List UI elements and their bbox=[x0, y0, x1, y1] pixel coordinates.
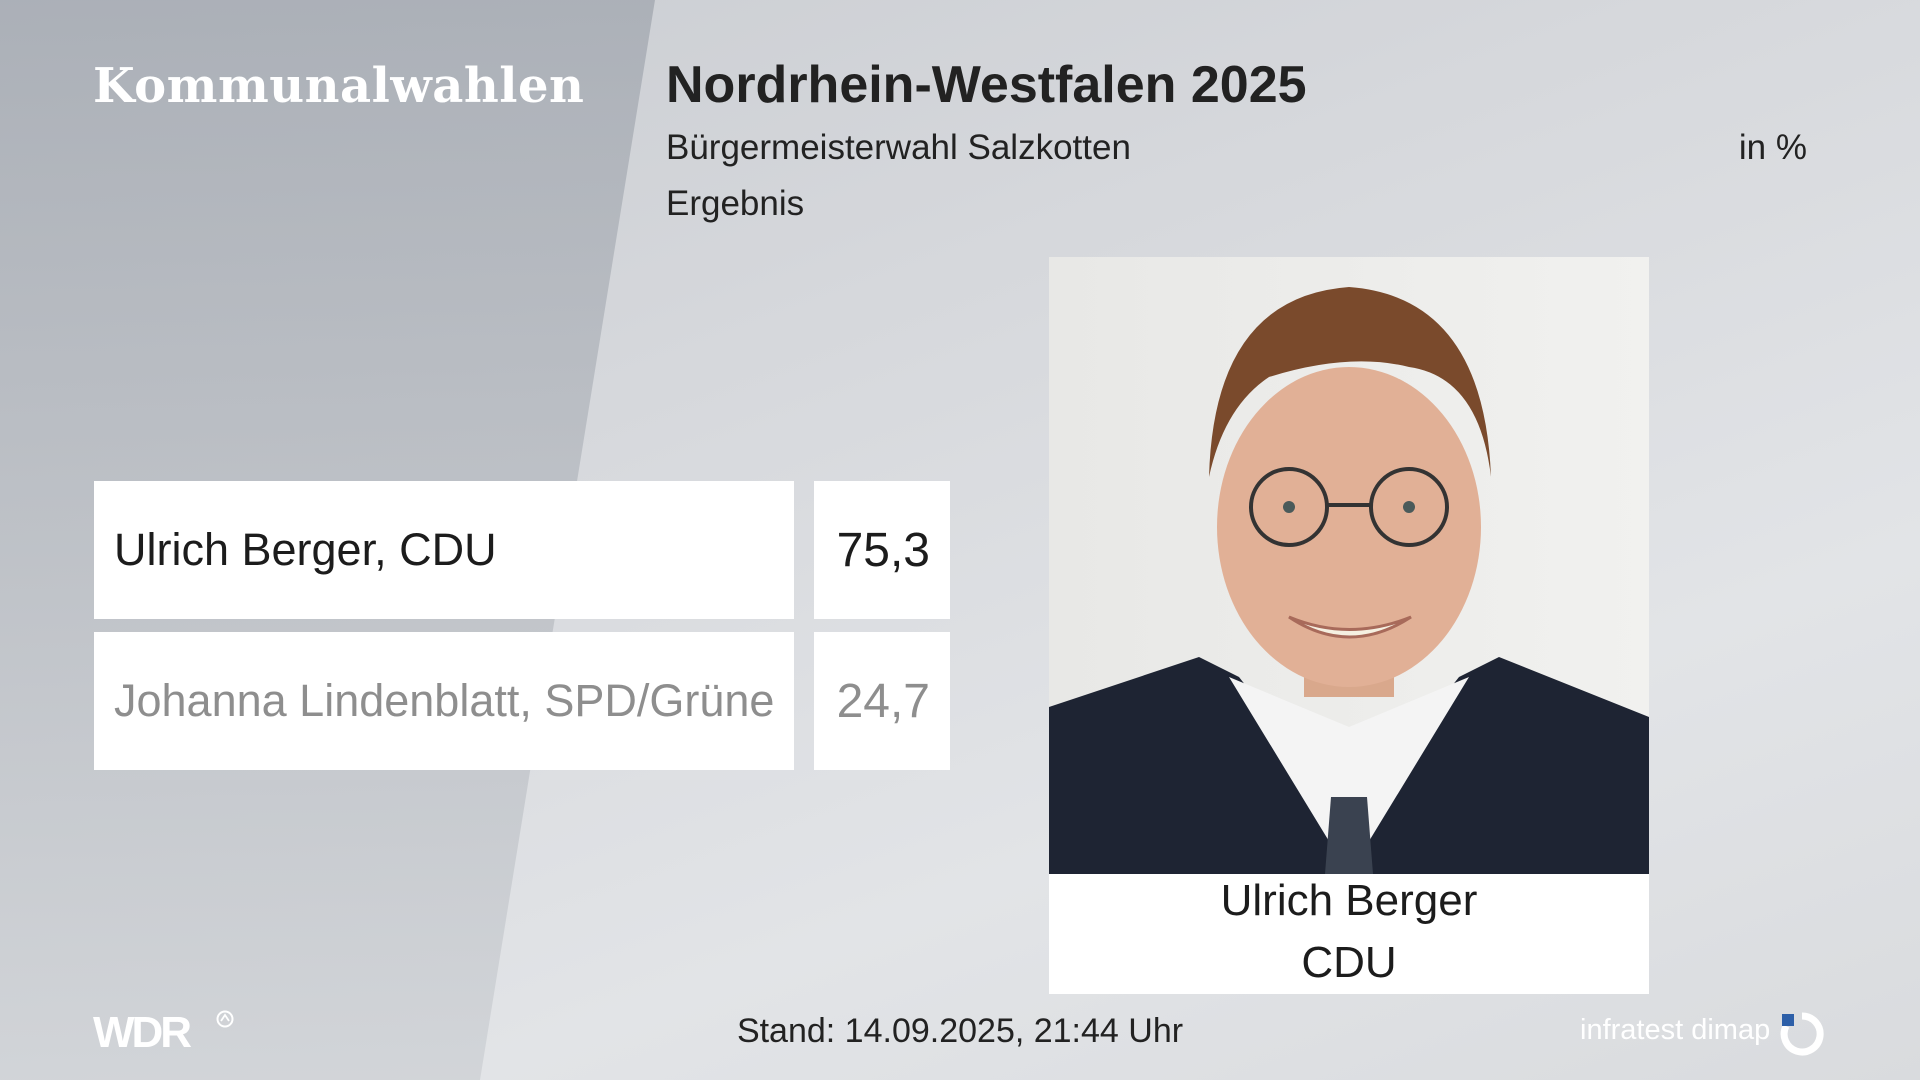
timestamp: Stand: 14.09.2025, 21:44 Uhr bbox=[736, 1012, 1184, 1050]
candidate-value: 24,7 bbox=[814, 632, 950, 770]
page-subtitle: Bürgermeisterwahl Salzkotten bbox=[666, 128, 1131, 167]
winner-name: Ulrich Berger bbox=[1220, 876, 1478, 925]
page-title: Nordrhein-Westfalen 2025 bbox=[666, 56, 1307, 114]
broadcaster-logo: WDR bbox=[93, 1008, 192, 1057]
candidate-value: 75,3 bbox=[814, 481, 950, 619]
candidate-label: Johanna Lindenblatt, SPD/Grüne bbox=[94, 632, 794, 770]
candidate-label: Ulrich Berger, CDU bbox=[94, 481, 794, 619]
infratest-dimap-logo-icon bbox=[1780, 1012, 1824, 1056]
winner-party: CDU bbox=[1301, 938, 1397, 987]
source-label: infratest dimap bbox=[1580, 1014, 1771, 1046]
ard-circle-icon bbox=[216, 1010, 234, 1028]
unit-label: in % bbox=[1738, 128, 1807, 167]
result-label: Ergebnis bbox=[666, 184, 805, 223]
portrait-icon bbox=[1049, 287, 1649, 874]
brand-label: Kommunalwahlen bbox=[93, 58, 585, 114]
candidate-portrait bbox=[1049, 257, 1649, 874]
winner-caption: Ulrich Berger CDU bbox=[1049, 874, 1649, 994]
